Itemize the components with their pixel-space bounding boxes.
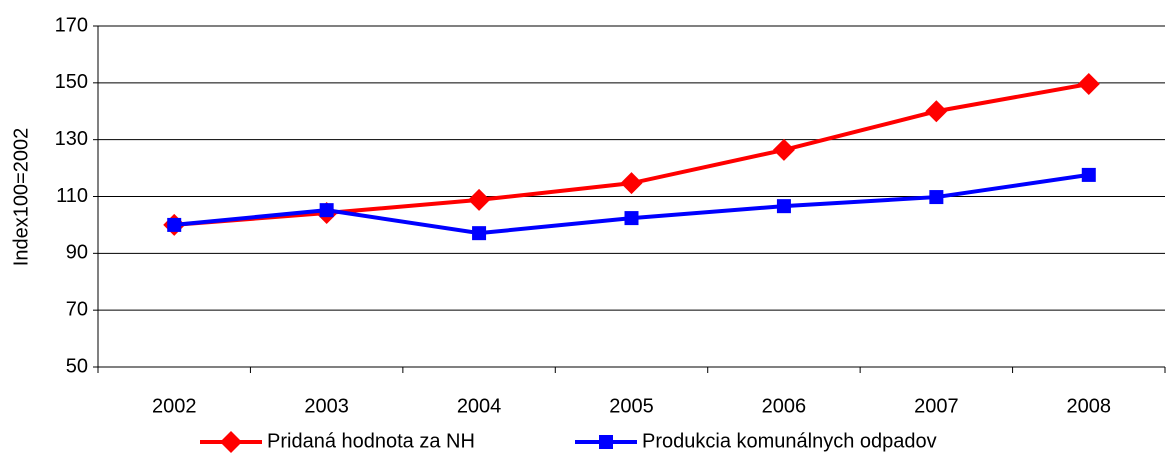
legend-marker (220, 431, 242, 453)
x-tick-label: 2008 (1067, 395, 1112, 417)
legend-marker (599, 435, 613, 449)
data-point (929, 190, 944, 205)
data-point (1077, 72, 1100, 95)
x-tick-label: 2002 (152, 395, 197, 417)
data-point (468, 188, 491, 211)
y-tick-label: 110 (56, 185, 88, 207)
x-tick-label: 2004 (457, 395, 502, 417)
y-tick-label: 150 (55, 71, 88, 93)
y-tick-label: 50 (66, 355, 88, 377)
y-tick-label: 130 (55, 128, 88, 150)
data-point (925, 100, 948, 123)
data-point (776, 199, 791, 214)
y-tick-label: 70 (66, 298, 88, 320)
series-line (174, 82, 1090, 227)
x-tick-label: 2007 (914, 395, 959, 417)
x-tick-label: 2003 (304, 395, 349, 417)
data-point (624, 211, 639, 226)
data-point (772, 138, 795, 161)
data-point (1081, 167, 1096, 182)
y-tick-label: 170 (55, 14, 88, 36)
x-tick-label: 2005 (609, 395, 654, 417)
data-point (472, 226, 487, 241)
x-tick-label: 2006 (762, 395, 807, 417)
legend-label: Pridaná hodnota za NH (267, 430, 475, 452)
legend-label: Produkcia komunálnych odpadov (642, 430, 937, 452)
y-tick-label: 90 (66, 242, 88, 264)
data-point (167, 217, 182, 232)
data-point (319, 203, 334, 218)
data-point (620, 172, 643, 195)
y-axis-label: Index100=2002 (10, 128, 32, 266)
